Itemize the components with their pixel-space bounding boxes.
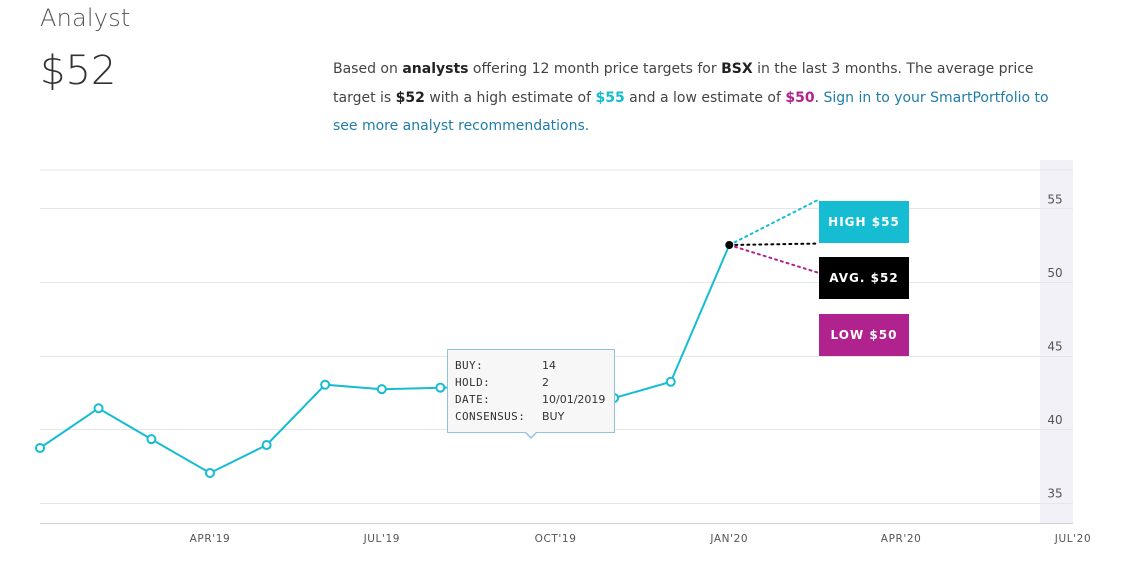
price-target-summary: Based on analysts offering 12 month pric… bbox=[333, 55, 1073, 141]
x-tick-label: JUL'20 bbox=[1054, 533, 1091, 545]
x-tick-label: APR'20 bbox=[881, 533, 922, 545]
x-axis-labels: APR'19 JUL'19 OCT'19 JAN'20 APR'20 JUL'20 bbox=[190, 533, 1091, 545]
tooltip-value: 10/01/2019 bbox=[542, 393, 606, 406]
grid-lines bbox=[40, 169, 1073, 524]
y-tick-label: 55 bbox=[1047, 192, 1062, 206]
tooltip-key: HOLD: bbox=[455, 376, 491, 389]
tooltip-value: BUY bbox=[542, 410, 565, 423]
summary-average: $52 bbox=[395, 89, 425, 106]
y-tick-label: 35 bbox=[1047, 487, 1062, 501]
summary-ticker: BSX bbox=[721, 61, 753, 77]
forecast-axis-band bbox=[1040, 160, 1073, 523]
summary-text: in the last 3 months. The average price … bbox=[333, 61, 1034, 106]
forecast-origin-point[interactable] bbox=[725, 241, 734, 250]
y-tick-label: 40 bbox=[1047, 413, 1062, 427]
sign-in-link[interactable]: Sign in to your SmartPortfolio to see mo… bbox=[333, 89, 1049, 135]
tooltip-row-hold: HOLD: 2 bbox=[455, 374, 614, 391]
y-tick-label: 50 bbox=[1047, 266, 1062, 280]
average-target-label: AVG. $52 bbox=[819, 257, 909, 299]
price-target-series bbox=[35, 241, 734, 478]
tooltip-key: CONSENSUS: bbox=[455, 410, 526, 423]
data-point-tooltip: BUY: 14 HOLD: 2 DATE: 10/01/2019 CONSENS… bbox=[447, 349, 615, 433]
data-point[interactable] bbox=[35, 442, 45, 453]
data-point[interactable] bbox=[261, 440, 272, 451]
summary-text: and a low estimate of bbox=[624, 89, 786, 106]
data-point[interactable] bbox=[204, 467, 215, 478]
high-target-label: HIGH $55 bbox=[819, 201, 909, 243]
section-title: Analyst bbox=[40, 4, 131, 32]
x-tick-label: JUL'19 bbox=[363, 533, 400, 545]
tooltip-pointer-fill bbox=[525, 431, 537, 437]
data-point[interactable] bbox=[665, 376, 676, 387]
high-forecast-line bbox=[728, 198, 820, 247]
data-point[interactable] bbox=[93, 403, 104, 414]
x-tick-label: APR'19 bbox=[190, 533, 231, 545]
summary-text: . bbox=[814, 89, 824, 106]
summary-text: with a high estimate of bbox=[424, 89, 596, 106]
tooltip-key: BUY: bbox=[455, 359, 484, 372]
data-point[interactable] bbox=[320, 379, 331, 390]
x-tick-label: JAN'20 bbox=[709, 533, 748, 545]
summary-low: $50 bbox=[785, 89, 815, 106]
x-tick-label: OCT'19 bbox=[535, 533, 577, 545]
summary-text: offering 12 month price targets for bbox=[468, 61, 722, 77]
average-price-target: $52 bbox=[40, 48, 117, 94]
tooltip-value: 2 bbox=[542, 376, 549, 389]
data-point[interactable] bbox=[435, 382, 446, 393]
tooltip-row-date: DATE: 10/01/2019 bbox=[455, 391, 614, 408]
summary-text: . bbox=[584, 118, 590, 134]
tooltip-row-buy: BUY: 14 bbox=[455, 357, 614, 374]
y-tick-label: 45 bbox=[1047, 340, 1062, 354]
data-point[interactable] bbox=[376, 384, 387, 395]
series-line bbox=[39, 244, 731, 475]
low-forecast-line bbox=[728, 244, 820, 274]
tooltip-value: 14 bbox=[542, 359, 556, 372]
tooltip-row-consensus: CONSENSUS: BUY bbox=[455, 408, 614, 425]
summary-analysts: analysts bbox=[402, 61, 469, 77]
average-forecast-line bbox=[728, 242, 820, 247]
summary-text: Based on bbox=[333, 61, 403, 77]
data-point[interactable] bbox=[146, 434, 157, 445]
low-target-label: LOW $50 bbox=[819, 314, 909, 356]
summary-high: $55 bbox=[595, 89, 625, 106]
y-axis-labels: 35 40 45 50 55 bbox=[1047, 192, 1062, 500]
tooltip-key: DATE: bbox=[455, 393, 491, 406]
forecast-lines bbox=[728, 198, 820, 274]
